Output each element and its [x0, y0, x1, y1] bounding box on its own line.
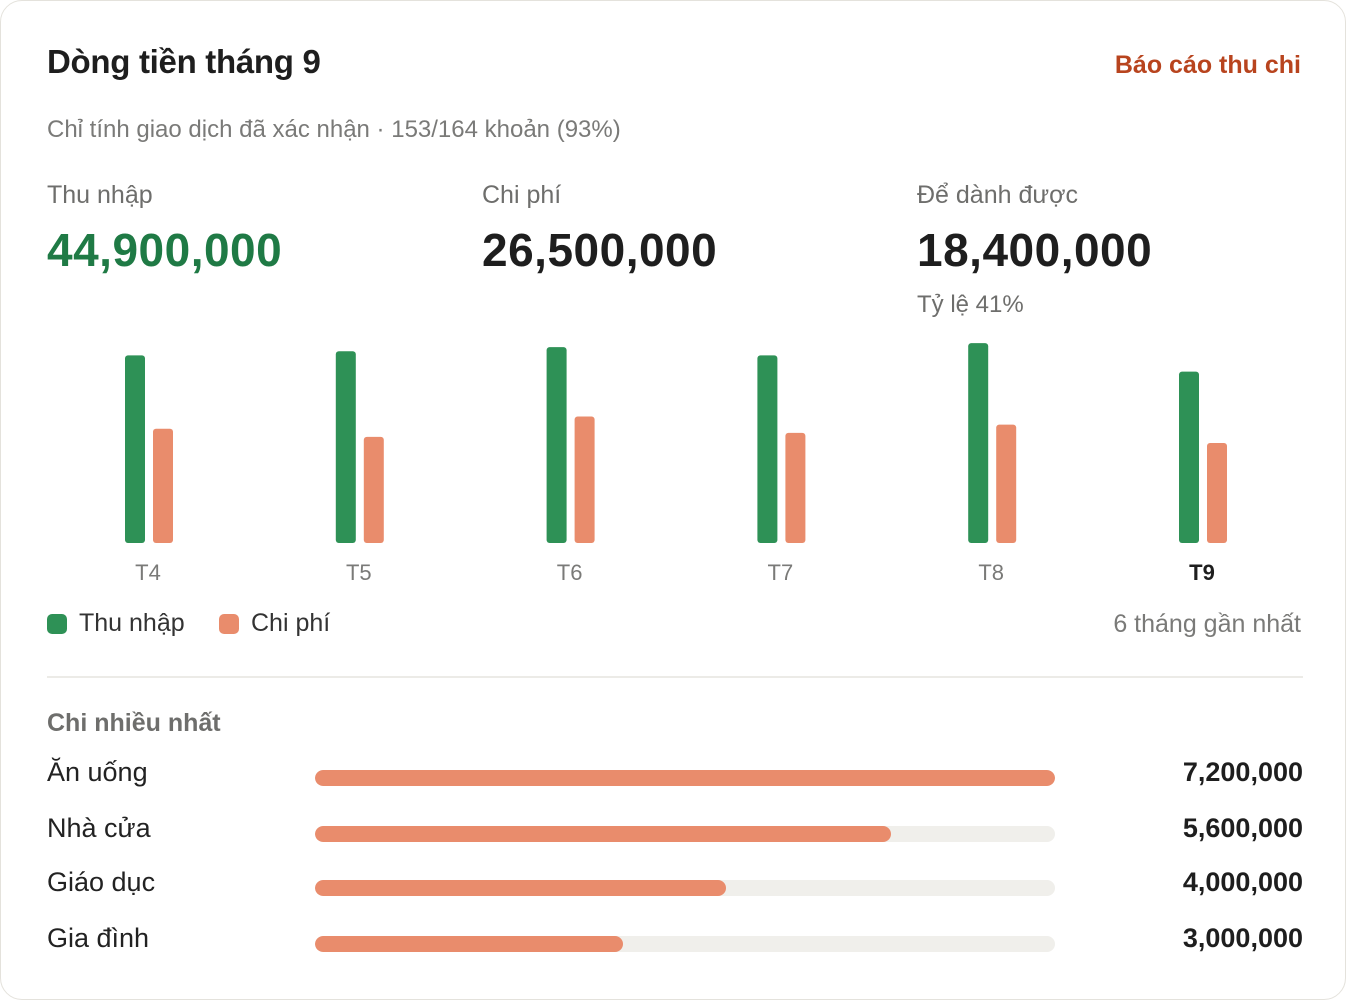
savings-value: 18,400,000 — [917, 224, 1153, 276]
spending-bar-fill — [315, 826, 891, 842]
divider — [47, 676, 1303, 678]
legend-income-label: Thu nhập — [79, 609, 185, 637]
spending-category-name: Ăn uống — [47, 757, 148, 787]
expense-bar-t7 — [785, 432, 806, 543]
x-tick-t4: T4 — [135, 560, 161, 585]
spending-category-name: Gia đình — [47, 923, 150, 953]
spending-bar-fill — [315, 880, 727, 896]
savings-label: Để dành được — [917, 181, 1078, 209]
monthly-bar-chart: T4 T5 T6 T7 T8 T9 — [125, 343, 1227, 585]
legend-expense-swatch — [219, 613, 239, 634]
x-tick-t9: T9 — [1189, 560, 1215, 585]
spending-row: Giáo dục 4,000,000 — [1, 867, 1348, 907]
income-value: 44,900,000 — [47, 224, 283, 276]
spending-bar-track — [315, 880, 1055, 896]
spending-bar-track — [315, 770, 1055, 786]
income-bar-t8 — [968, 343, 989, 543]
expense-bar-t4 — [153, 428, 173, 543]
income-bar-t9 — [1179, 371, 1199, 543]
spending-amount: 4,000,000 — [1182, 867, 1303, 897]
spending-row: Gia đình 3,000,000 — [1, 923, 1348, 963]
expense-bar-t8 — [996, 424, 1017, 543]
income-bar-t4 — [125, 355, 145, 543]
savings-rate: Tỷ lệ 41% — [917, 291, 1024, 318]
x-tick-t5: T5 — [346, 560, 372, 585]
spending-amount: 5,600,000 — [1182, 813, 1303, 843]
expense-bar-t9 — [1207, 443, 1227, 543]
x-tick-t8: T8 — [978, 560, 1004, 585]
spending-amount: 3,000,000 — [1182, 923, 1303, 953]
spending-bar-fill — [315, 770, 1055, 786]
spending-category-name: Giáo dục — [47, 867, 156, 897]
spending-category-name: Nhà cửa — [47, 813, 151, 843]
spending-bar-track — [315, 826, 1055, 842]
expense-bar-t5 — [363, 436, 384, 543]
income-bar-t7 — [757, 355, 778, 543]
legend-expense: Chi phí — [219, 609, 330, 638]
expense-bar-t6 — [574, 416, 595, 543]
spending-row: Nhà cửa 5,600,000 — [1, 813, 1348, 853]
range-note: 6 tháng gần nhất — [1113, 610, 1301, 638]
spending-bar-track — [315, 936, 1055, 952]
legend-income-swatch — [47, 613, 67, 634]
x-tick-t6: T6 — [557, 560, 583, 585]
expense-label: Chi phí — [482, 181, 562, 209]
spending-bar-fill — [315, 936, 624, 952]
confirmed-transactions-note: Chỉ tính giao dịch đã xác nhận · 153/164… — [47, 116, 621, 143]
income-bar-t5 — [335, 351, 356, 543]
top-spending-title: Chi nhiều nhất — [47, 709, 221, 737]
report-link[interactable]: Báo cáo thu chi — [1114, 51, 1301, 79]
income-label: Thu nhập — [47, 181, 153, 209]
spending-row: Ăn uống 7,200,000 — [1, 757, 1348, 797]
x-tick-t7: T7 — [768, 560, 794, 585]
page-title: Dòng tiền tháng 9 — [47, 43, 321, 80]
expense-value: 26,500,000 — [482, 224, 718, 276]
income-bar-t6 — [546, 347, 567, 543]
spending-amount: 7,200,000 — [1182, 757, 1303, 787]
legend-income: Thu nhập — [47, 609, 185, 638]
legend-expense-label: Chi phí — [251, 609, 331, 637]
